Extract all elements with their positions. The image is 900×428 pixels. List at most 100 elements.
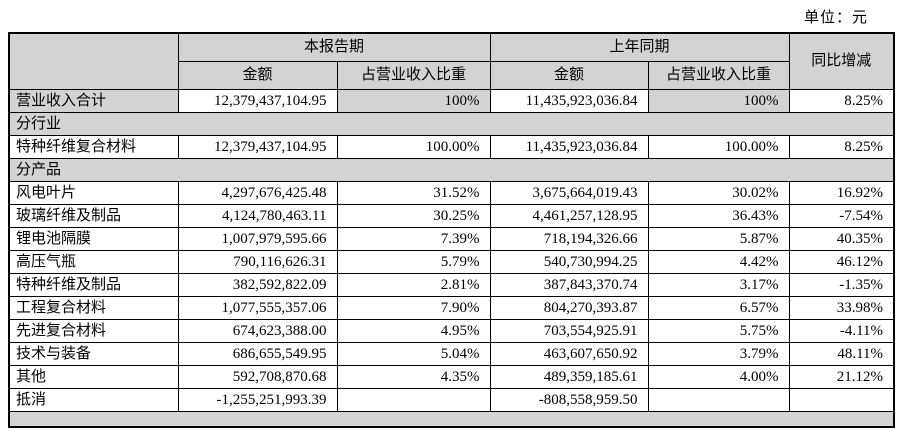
pct-prior-cell: 5.75%: [647, 319, 790, 343]
amount-prior-cell: 804,270,393.87: [489, 296, 649, 320]
table-body: 营业收入合计 12,379,437,104.95 100% 11,435,923,03…: [8, 89, 895, 428]
pct-prior-cell: 6.57%: [647, 296, 790, 320]
row-label-cell: 风电叶片: [8, 181, 179, 205]
pct-prior-header: 占营业收入比重: [647, 61, 790, 90]
amount-prior-cell: 463,607,650.92: [489, 342, 649, 366]
pct-current-cell: 4.95%: [336, 319, 491, 343]
unit-label: 单位：元: [803, 10, 868, 26]
pct-current-cell: 100%: [336, 89, 491, 113]
yoy-cell: 40.35%: [788, 227, 895, 251]
section-row: [8, 411, 895, 428]
prior-period-header: 上年同期: [489, 32, 790, 62]
pct-current-cell: 2.81%: [336, 273, 491, 297]
table-row: 玻璃纤维及制品 4,124,780,463.11 30.25% 4,461,257,1…: [8, 204, 895, 228]
section-label-cell: 分行业: [8, 112, 895, 136]
yoy-cell: 48.11%: [788, 342, 895, 366]
pct-current-cell: 7.39%: [336, 227, 491, 251]
amount-prior-cell: 703,554,925.91: [489, 319, 649, 343]
pct-current-header: 占营业收入比重: [336, 61, 491, 90]
table-row: 技术与装备 686,655,549.95 5.04% 463,607,650.92 3.…: [8, 342, 895, 366]
yoy-cell: 8.25%: [788, 135, 895, 159]
amount-prior-cell: 489,359,185.61: [489, 365, 649, 389]
table-row: 特种纤维复合材料 12,379,437,104.95 100.00% 11,435,9…: [8, 135, 895, 159]
amount-prior-cell: 11,435,923,036.84: [489, 135, 649, 159]
row-label-cell: 玻璃纤维及制品: [8, 204, 179, 228]
row-label-cell: 特种纤维复合材料: [8, 135, 179, 159]
report-page: { "unit_label": "单位：元", "colors": { "hea…: [8, 10, 896, 428]
yoy-cell: 16.92%: [788, 181, 895, 205]
amount-current-cell: 592,708,870.68: [177, 365, 338, 389]
amount-prior-cell: 718,194,326.66: [489, 227, 649, 251]
pct-prior-cell: 5.87%: [647, 227, 790, 251]
amount-current-cell: 1,077,555,357.06: [177, 296, 338, 320]
pct-prior-cell: 3.17%: [647, 273, 790, 297]
row-label-cell: 技术与装备: [8, 342, 179, 366]
amount-current-cell: 790,116,626.31: [177, 250, 338, 274]
amount-prior-cell: 540,730,994.25: [489, 250, 649, 274]
blank-corner-cell: [8, 32, 179, 90]
yoy-change-header: 同比增减: [788, 32, 895, 90]
amount-current-cell: 382,592,822.09: [177, 273, 338, 297]
pct-prior-cell: 30.02%: [647, 181, 790, 205]
amount-current-cell: 12,379,437,104.95: [177, 135, 338, 159]
pct-current-cell: 4.35%: [336, 365, 491, 389]
header-row-periods: 本报告期 上年同期 同比增减: [8, 32, 895, 90]
amount-prior-cell: 11,435,923,036.84: [489, 89, 649, 113]
table-row: 锂电池隔膜 1,007,979,595.66 7.39% 718,194,326.66…: [8, 227, 895, 251]
amount-current-cell: -1,255,251,993.39: [177, 388, 338, 412]
amount-current-cell: 1,007,979,595.66: [177, 227, 338, 251]
amount-prior-cell: -808,558,959.50: [489, 388, 649, 412]
pct-current-cell: [336, 388, 491, 412]
table-row: 抵消 -1,255,251,993.39 -808,558,959.50: [8, 388, 895, 412]
revenue-breakdown-table: 本报告期 上年同期 同比增减 金额 占营业收入比重 金额 占营业收入比重 营业收…: [8, 32, 896, 428]
yoy-cell: 46.12%: [788, 250, 895, 274]
pct-prior-cell: 100.00%: [647, 135, 790, 159]
amount-prior-header: 金额: [489, 61, 649, 90]
table-row: 其他 592,708,870.68 4.35% 489,359,185.61 4.00%…: [8, 365, 895, 389]
pct-prior-cell: [647, 388, 790, 412]
current-period-header: 本报告期: [177, 32, 491, 62]
pct-prior-cell: 36.43%: [647, 204, 790, 228]
table-row: 营业收入合计 12,379,437,104.95 100% 11,435,923,03…: [8, 89, 895, 113]
pct-prior-cell: 4.42%: [647, 250, 790, 274]
section-row: 分行业: [8, 112, 895, 136]
pct-current-cell: 31.52%: [336, 181, 491, 205]
row-label-cell: 工程复合材料: [8, 296, 179, 320]
table-row: 高压气瓶 790,116,626.31 5.79% 540,730,994.25 4.4…: [8, 250, 895, 274]
table-row: 先进复合材料 674,623,388.00 4.95% 703,554,925.91 5…: [8, 319, 895, 343]
pct-prior-cell: 4.00%: [647, 365, 790, 389]
amount-current-cell: 4,124,780,463.11: [177, 204, 338, 228]
pct-current-cell: 5.79%: [336, 250, 491, 274]
table-row: 工程复合材料 1,077,555,357.06 7.90% 804,270,393.8…: [8, 296, 895, 320]
amount-current-cell: 12,379,437,104.95: [177, 89, 338, 113]
row-label-cell: 特种纤维及制品: [8, 273, 179, 297]
pct-prior-cell: 100%: [647, 89, 790, 113]
section-label-cell: [8, 411, 895, 428]
amount-prior-cell: 3,675,664,019.43: [489, 181, 649, 205]
yoy-cell: 33.98%: [788, 296, 895, 320]
pct-current-cell: 30.25%: [336, 204, 491, 228]
yoy-cell: [788, 388, 895, 412]
row-label-cell: 先进复合材料: [8, 319, 179, 343]
row-label-cell: 其他: [8, 365, 179, 389]
pct-prior-cell: 3.79%: [647, 342, 790, 366]
amount-prior-cell: 4,461,257,128.95: [489, 204, 649, 228]
amount-current-cell: 674,623,388.00: [177, 319, 338, 343]
section-row: 分产品: [8, 158, 895, 182]
table-header: 本报告期 上年同期 同比增减 金额 占营业收入比重 金额 占营业收入比重: [8, 32, 895, 90]
header-row-metrics: 金额 占营业收入比重 金额 占营业收入比重: [9, 61, 894, 90]
yoy-cell: -4.11%: [788, 319, 895, 343]
section-label-cell: 分产品: [8, 158, 895, 182]
row-label-cell: 高压气瓶: [8, 250, 179, 274]
table-row: 特种纤维及制品 382,592,822.09 2.81% 387,843,370.74…: [8, 273, 895, 297]
yoy-cell: -1.35%: [788, 273, 895, 297]
yoy-cell: -7.54%: [788, 204, 895, 228]
amount-current-header: 金额: [177, 61, 338, 90]
pct-current-cell: 7.90%: [336, 296, 491, 320]
yoy-cell: 8.25%: [788, 89, 895, 113]
pct-current-cell: 100.00%: [336, 135, 491, 159]
table-row: 风电叶片 4,297,676,425.48 31.52% 3,675,664,019.…: [8, 181, 895, 205]
row-label-cell: 营业收入合计: [8, 89, 179, 113]
row-label-cell: 抵消: [8, 388, 179, 412]
amount-current-cell: 686,655,549.95: [177, 342, 338, 366]
